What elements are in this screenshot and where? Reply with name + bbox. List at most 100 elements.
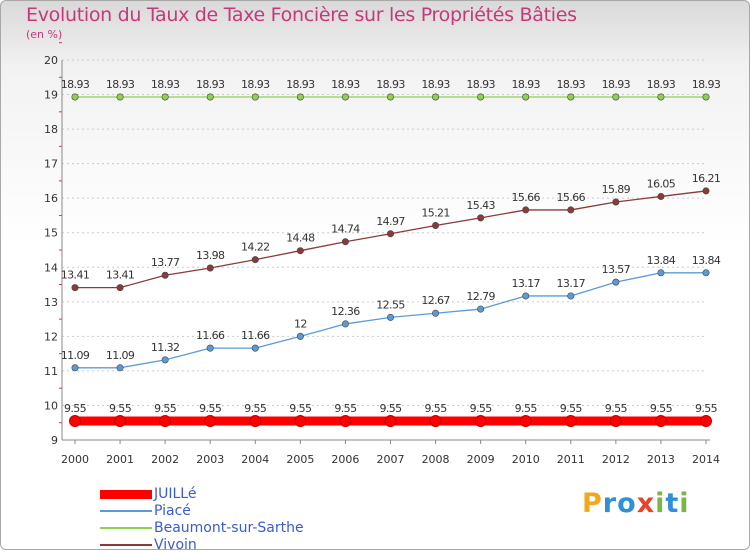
- x-tick-label: 2002: [151, 453, 179, 466]
- data-label: 9.55: [64, 402, 87, 415]
- data-point: [251, 256, 259, 264]
- data-point: [71, 93, 79, 101]
- data-label: 11.66: [196, 329, 225, 342]
- data-label: 12.36: [331, 305, 360, 318]
- data-label: 9.55: [244, 402, 267, 415]
- brand-letter: i: [679, 488, 690, 519]
- x-tick-label: 2006: [331, 453, 359, 466]
- data-label: 11.32: [151, 341, 180, 354]
- data-point: [477, 214, 485, 222]
- brand-logo: Proxiti: [582, 488, 690, 519]
- y-tick-label: 12: [44, 330, 58, 343]
- data-point: [161, 93, 169, 101]
- y-tick-label: 14: [44, 261, 58, 274]
- data-label: 18.93: [196, 78, 225, 91]
- data-label: 18.93: [466, 78, 495, 91]
- data-label: 18.93: [557, 78, 586, 91]
- data-point: [386, 313, 394, 321]
- data-point: [657, 192, 665, 200]
- data-point: [702, 93, 710, 101]
- data-point: [116, 284, 124, 292]
- data-label: 11.66: [241, 329, 270, 342]
- data-label: 9.55: [470, 402, 493, 415]
- data-label: 14.48: [286, 232, 315, 245]
- data-point: [116, 93, 124, 101]
- data-label: 9.55: [560, 402, 583, 415]
- chart-title: Evolution du Taux de Taxe Foncière sur l…: [26, 4, 577, 26]
- legend-label: JUILLé: [154, 486, 197, 502]
- data-point: [522, 93, 530, 101]
- x-tick-label: 2014: [692, 453, 720, 466]
- data-label: 9.55: [379, 402, 402, 415]
- brand-letter: r: [602, 488, 618, 519]
- data-label: 15.66: [557, 191, 586, 204]
- y-tick-label: 10: [44, 399, 58, 412]
- data-point: [612, 198, 620, 206]
- data-point: [384, 415, 397, 427]
- data-label: 14.22: [241, 241, 270, 254]
- data-label: 9.55: [154, 402, 177, 415]
- y-tick-label: 13: [44, 296, 58, 309]
- y-tick-label: 17: [44, 158, 58, 171]
- data-point: [161, 356, 169, 364]
- y-tick-label: 20: [44, 54, 58, 67]
- data-label: 9.55: [695, 402, 718, 415]
- data-point: [386, 93, 394, 101]
- data-label: 9.55: [289, 402, 312, 415]
- x-tick-label: 2000: [61, 453, 89, 466]
- data-label: 18.93: [286, 78, 315, 91]
- data-label: 18.93: [511, 78, 540, 91]
- brand-letter: o: [617, 488, 637, 519]
- data-point: [341, 320, 349, 328]
- data-point: [612, 278, 620, 286]
- y-tick-label: 16: [44, 192, 58, 205]
- data-label: 18.93: [602, 78, 631, 91]
- data-label: 16.05: [647, 177, 676, 190]
- data-point: [296, 247, 304, 255]
- data-point: [474, 415, 487, 427]
- data-label: 15.66: [511, 191, 540, 204]
- data-label: 15.21: [421, 206, 450, 219]
- data-label: 18.93: [331, 78, 360, 91]
- data-point: [657, 269, 665, 277]
- data-point: [341, 93, 349, 101]
- data-label: 14.74: [331, 223, 360, 236]
- data-label: 13.77: [151, 256, 180, 269]
- data-label: 11.09: [61, 349, 90, 362]
- y-tick-label: 19: [44, 89, 58, 102]
- legend-label: Vivoin: [154, 537, 197, 553]
- data-label: 13.41: [106, 269, 135, 282]
- data-label: 15.89: [602, 183, 631, 196]
- data-point: [114, 415, 127, 427]
- data-point: [251, 93, 259, 101]
- x-tick-label: 2013: [647, 453, 675, 466]
- data-label: 18.93: [376, 78, 405, 91]
- data-point: [206, 93, 214, 101]
- data-point: [700, 415, 712, 427]
- data-point: [657, 93, 665, 101]
- x-tick-label: 2012: [602, 453, 630, 466]
- data-label: 9.55: [605, 402, 628, 415]
- data-label: 18.93: [647, 78, 676, 91]
- data-point: [654, 415, 667, 427]
- data-label: 13.17: [511, 277, 540, 290]
- legend-swatch: [100, 527, 152, 529]
- unit-label: (en %): [26, 28, 63, 41]
- legend-label: Beaumont-sur-Sarthe: [154, 520, 304, 536]
- data-label: 18.93: [151, 78, 180, 91]
- data-point: [432, 309, 440, 317]
- data-point: [567, 93, 575, 101]
- x-tick-label: 2001: [106, 453, 134, 466]
- data-point: [612, 93, 620, 101]
- data-point: [204, 415, 217, 427]
- data-label: 18.93: [692, 78, 721, 91]
- data-label: 14.97: [376, 215, 405, 228]
- x-tick-label: 2003: [196, 453, 224, 466]
- legend-swatch: [100, 510, 152, 512]
- legend-label: Piacé: [154, 503, 191, 519]
- data-point: [71, 284, 79, 292]
- data-point: [702, 269, 710, 277]
- data-label: 18.93: [241, 78, 270, 91]
- data-point: [159, 415, 172, 427]
